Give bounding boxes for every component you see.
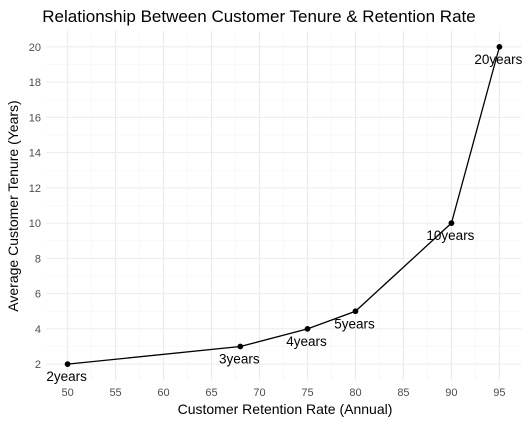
x-tick-label: 55 <box>109 387 121 399</box>
data-label: 4years <box>286 334 327 349</box>
x-tick-label: 70 <box>253 387 265 399</box>
data-label: 20years <box>474 52 522 67</box>
x-tick-label: 50 <box>61 387 73 399</box>
data-label: 10years <box>426 228 474 243</box>
y-tick-label: 18 <box>29 77 41 89</box>
x-tick-label: 60 <box>157 387 169 399</box>
data-label: 5years <box>334 316 375 331</box>
chart-title: Relationship Between Customer Tenure & R… <box>42 7 475 26</box>
y-tick-label: 8 <box>35 253 41 265</box>
x-tick-label: 65 <box>205 387 217 399</box>
data-label: 2years <box>46 369 87 384</box>
data-point <box>304 325 311 332</box>
y-tick-label: 12 <box>29 183 41 195</box>
x-tick-label: 85 <box>397 387 409 399</box>
data-point <box>352 308 359 315</box>
y-tick-label: 2 <box>35 359 41 371</box>
x-tick-label: 90 <box>445 387 457 399</box>
x-tick-label: 75 <box>301 387 313 399</box>
x-tick-label: 80 <box>349 387 361 399</box>
y-tick-label: 10 <box>29 218 41 230</box>
series-layer <box>64 43 503 368</box>
x-axis-title: Customer Retention Rate (Annual) <box>178 401 393 417</box>
label-layer: 2years 3years 4years 5years 10years 20years <box>46 52 522 384</box>
grid-layer <box>46 31 521 380</box>
data-point <box>496 43 503 50</box>
y-tick-label: 6 <box>35 289 41 301</box>
y-tick-label: 20 <box>29 42 41 54</box>
y-tick-label: 4 <box>35 324 41 336</box>
series-line <box>67 46 501 365</box>
y-tick-label: 16 <box>29 112 41 124</box>
data-label: 3years <box>219 352 260 367</box>
x-tick-label: 95 <box>493 387 505 399</box>
data-point <box>237 343 244 350</box>
data-point <box>448 220 455 227</box>
tick-layer: 50 55 60 65 70 75 80 85 90 95 2 4 6 8 10 12 14 16 18 20 <box>29 42 506 399</box>
y-axis-title: Average Customer Tenure (Years) <box>5 100 21 311</box>
y-tick-label: 14 <box>29 148 41 160</box>
data-point <box>64 361 71 368</box>
